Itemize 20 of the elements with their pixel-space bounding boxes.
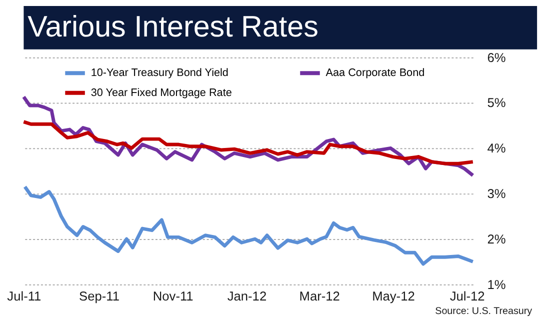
- x-tick-label: May-12: [372, 288, 415, 304]
- line-series: [23, 185, 475, 266]
- y-tick-label: 6%: [487, 50, 506, 65]
- legend-label: Aaa Corporate Bond: [326, 67, 425, 80]
- y-tick-label: 4%: [487, 140, 506, 156]
- x-tick-label: Jul-11: [7, 288, 42, 304]
- source-note: Source: U.S. Treasury: [435, 306, 532, 318]
- x-tick-label: Nov-11: [152, 288, 194, 304]
- y-tick-label: 2%: [487, 231, 506, 246]
- y-tick-label: 1%: [487, 276, 506, 292]
- y-tick-label: 5%: [487, 95, 506, 110]
- line-series: [22, 120, 475, 166]
- legend-label: 10-Year Treasury Bond Yield: [90, 67, 228, 80]
- y-tick-label: 3%: [487, 186, 506, 202]
- x-tick-label: Sep-11: [79, 288, 120, 304]
- chart-title: Various Interest Rates: [28, 10, 318, 44]
- x-tick-label: Mar-12: [299, 288, 340, 304]
- x-tick-label: Jan-12: [227, 288, 267, 304]
- x-tick-label: Jul-12: [450, 288, 485, 304]
- legend-label: 30 Year Fixed Mortgage Rate: [90, 86, 232, 99]
